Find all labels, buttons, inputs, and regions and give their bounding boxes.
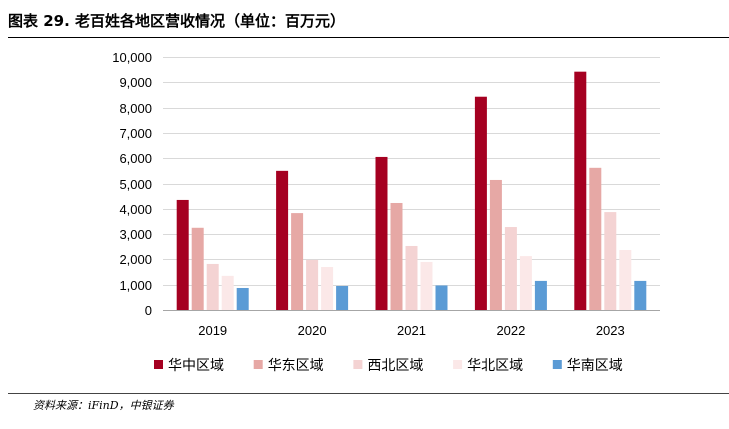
legend-label: 华东区域 [268,358,324,374]
chart-title: 图表 29. 老百姓各地区营收情况（单位：百万元） [8,12,346,30]
bar-series-4-2021 [435,285,448,310]
bar-series-3-2022 [519,256,532,310]
bar-series-1-2020 [291,213,304,310]
bar-series-1-2021 [390,202,403,310]
legend-item: 华中区域 [154,358,224,374]
bar-series-0-2021 [375,156,388,310]
y-tick-label: 4,000 [119,202,152,217]
bar-series-3-2023 [619,250,632,310]
bar-series-2-2023 [604,212,617,310]
x-tick-label: 2021 [397,323,426,338]
bar-series-4-2020 [336,285,349,310]
x-tick-label: 2020 [298,323,327,338]
y-tick-label: 3,000 [119,227,152,242]
legend-label: 西北区域 [367,358,423,374]
legend-swatch [154,360,163,369]
bars [176,71,647,310]
source-note: 资料来源：iFinD，中银证券 [33,399,174,412]
x-tick-label: 2023 [596,323,625,338]
y-tick-label: 9,000 [119,75,152,90]
bar-series-2-2022 [504,227,517,310]
title-divider [8,37,729,38]
legend-swatch [253,360,263,369]
legend-label: 华中区域 [168,358,224,374]
source-divider [8,393,729,394]
y-tick-label: 6,000 [119,151,152,166]
axes: 0 1,000 2,000 3,000 4,000 5,000 6,000 7,000 8,00… [112,50,660,338]
bar-series-3-2020 [321,266,334,310]
y-tick-label: 1,000 [119,278,152,293]
bar-series-1-2023 [589,167,602,310]
y-tick-label: 5,000 [119,177,152,192]
legend-label: 华南区域 [567,358,623,374]
bar-series-0-2019 [176,199,189,310]
x-tick-label: 2022 [496,323,525,338]
bar-series-2-2021 [405,245,418,310]
y-tick-label: 7,000 [119,126,152,141]
legend-item: 西北区域 [353,358,423,374]
y-tick-label: 0 [145,303,152,318]
y-tick-label: 8,000 [119,101,152,116]
legend-swatch [552,360,562,369]
x-tick-label: 2019 [198,323,227,338]
legend-swatch [453,360,463,369]
bar-series-2-2020 [306,259,319,310]
y-tick-label: 10,000 [112,50,152,65]
legend-label: 华北区域 [467,358,523,374]
bar-series-1-2019 [191,227,204,310]
legend: 华中区域 华东区域 西北区域 华北区域 华南区域 [154,358,623,374]
y-tick-label: 2,000 [119,252,152,267]
legend-item: 华东区域 [253,358,324,374]
legend-item: 华南区域 [552,358,623,374]
legend-item: 华北区域 [453,358,523,374]
bar-series-1-2022 [489,179,502,310]
bar-series-3-2021 [420,261,433,310]
bar-series-4-2022 [534,280,547,310]
bar-series-3-2019 [221,275,234,310]
bar-series-4-2023 [634,280,647,310]
bar-series-4-2019 [236,287,249,310]
bar-series-0-2020 [276,170,289,310]
bar-series-0-2023 [574,71,587,310]
legend-swatch [353,360,363,369]
bar-series-2-2019 [206,263,219,310]
bar-series-0-2022 [474,96,487,310]
